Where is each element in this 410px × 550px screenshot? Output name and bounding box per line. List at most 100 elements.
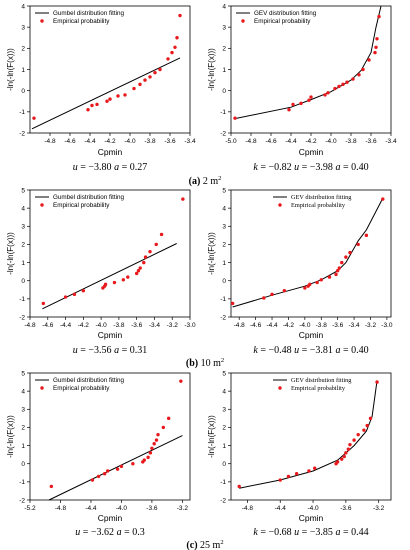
empirical-point	[138, 82, 142, 87]
x-tick-label: -3.8	[345, 138, 357, 145]
empirical-point	[106, 469, 110, 473]
chart-panel: -4.8 -4.6 -4.4 -4.2 -4.0 -3.8 -3.6 -3.4 -2 -1 0 1 2 3…	[6, 3, 196, 173]
empirical-point	[108, 97, 112, 101]
empirical-point	[105, 99, 109, 103]
empirical-point	[291, 102, 295, 107]
legend-point-swatch	[40, 386, 44, 390]
x-axis-label: Cpmin	[299, 330, 324, 340]
empirical-point	[342, 454, 346, 459]
legend-fit-label: Gumbel distribution fitting	[53, 377, 125, 384]
empirical-point	[112, 280, 117, 285]
empirical-point	[126, 275, 130, 279]
y-tick-label: 5	[222, 370, 226, 377]
plot-frame	[29, 5, 191, 134]
chart-panel: -5.2 -4.8 -4.4 -4.0 -3.6 -3.2 -2 -1 0 1 2 3 4 5 Cpmin -…	[6, 370, 191, 538]
empirical-point	[312, 466, 317, 470]
empirical-point	[173, 45, 177, 49]
empirical-point	[134, 271, 139, 276]
empirical-point	[81, 288, 86, 293]
y-tick-label: 1	[222, 67, 226, 74]
empirical-point	[287, 108, 291, 112]
empirical-point	[49, 484, 54, 489]
x-tick-label: -4.4	[85, 505, 97, 512]
empirical-point	[375, 37, 379, 41]
empirical-point	[138, 266, 142, 270]
legend-point-swatch	[278, 203, 282, 207]
empirical-point	[323, 93, 327, 97]
x-tick-label: -4.8	[24, 322, 36, 329]
x-tick-label: -4.8	[55, 505, 67, 512]
row-caption-superscript: 2	[218, 175, 221, 182]
x-tick-label: -4.6	[250, 322, 262, 329]
row-caption-label: (c)	[186, 540, 197, 550]
y-tick-label: 5	[21, 187, 25, 194]
x-tick-label: -3.8	[144, 138, 156, 145]
x-tick-label: -3.4	[184, 138, 196, 145]
x-tick-label: -4.8	[44, 138, 56, 145]
empirical-point	[309, 95, 313, 99]
y-tick-label: 5	[21, 370, 25, 377]
y-tick-label: 4	[21, 205, 25, 212]
parameter-symbol: a	[114, 345, 119, 356]
empirical-point	[95, 102, 99, 107]
legend-empirical-label: Empirical probability	[291, 202, 346, 209]
parameter-symbol: u	[294, 527, 299, 538]
y-tick-label: -1	[220, 479, 226, 486]
empirical-point	[344, 451, 348, 455]
y-tick-label: -1	[220, 296, 226, 303]
y-axis-label: -ln(-ln(F(x)))	[207, 415, 216, 458]
x-tick-label: -4.0	[325, 138, 337, 145]
empirical-point	[356, 242, 360, 247]
empirical-point	[148, 249, 152, 254]
x-tick-label: -4.6	[42, 322, 54, 329]
empirical-point	[373, 50, 377, 55]
empirical-point	[121, 278, 126, 282]
empirical-point	[377, 14, 381, 19]
y-tick-label: 0	[222, 88, 226, 95]
parameter-symbol: k	[253, 345, 258, 356]
legend-fit-label: GEV distribution fitting	[291, 194, 352, 201]
x-tick-label: -4.0	[299, 322, 311, 329]
parameter-value: = −3.56	[78, 345, 114, 356]
empirical-point	[361, 67, 365, 72]
x-tick-label: -3.8	[113, 322, 125, 329]
empirical-point	[367, 58, 371, 62]
x-tick-label: -5.2	[24, 505, 36, 512]
y-axis-label: -ln(-ln(F(x)))	[6, 48, 15, 91]
parameter-symbol: u	[294, 345, 299, 356]
legend-point-swatch	[278, 386, 282, 390]
x-axis-label: Cpmin	[299, 513, 324, 523]
x-tick-label: -3.6	[340, 505, 352, 512]
row-caption-label: (a)	[189, 176, 201, 187]
empirical-point	[356, 432, 360, 437]
x-tick-label: -4.2	[104, 138, 116, 145]
parameter-text: u = −3.80 a = 0.27	[73, 162, 147, 173]
empirical-point	[294, 471, 299, 476]
y-tick-label: 2	[222, 46, 226, 53]
y-tick-label: 2	[21, 46, 25, 53]
empirical-point	[364, 233, 369, 238]
plot-frame	[230, 5, 392, 134]
x-tick-label: -4.4	[275, 505, 287, 512]
y-tick-label: -1	[220, 109, 226, 116]
fit-line	[232, 197, 384, 308]
x-tick-label: -3.2	[167, 322, 179, 329]
empirical-point	[136, 269, 141, 273]
x-tick-label: -4.2	[305, 138, 317, 145]
empirical-point	[63, 295, 68, 299]
empirical-point	[170, 50, 174, 55]
empirical-point	[166, 57, 170, 61]
empirical-point	[131, 462, 135, 466]
empirical-point	[32, 116, 36, 120]
empirical-point	[348, 250, 352, 255]
empirical-point	[335, 460, 340, 464]
y-tick-label: 0	[222, 461, 226, 468]
x-tick-label: -3.6	[131, 322, 143, 329]
row-caption-superscript: 2	[221, 357, 224, 364]
y-tick-label: 4	[21, 388, 25, 395]
x-tick-label: -3.4	[385, 138, 397, 145]
empirical-point	[348, 442, 352, 447]
x-tick-label: -5.0	[225, 138, 237, 145]
y-tick-label: 3	[222, 224, 226, 231]
legend-empirical-label: Empirical probability	[53, 18, 110, 25]
